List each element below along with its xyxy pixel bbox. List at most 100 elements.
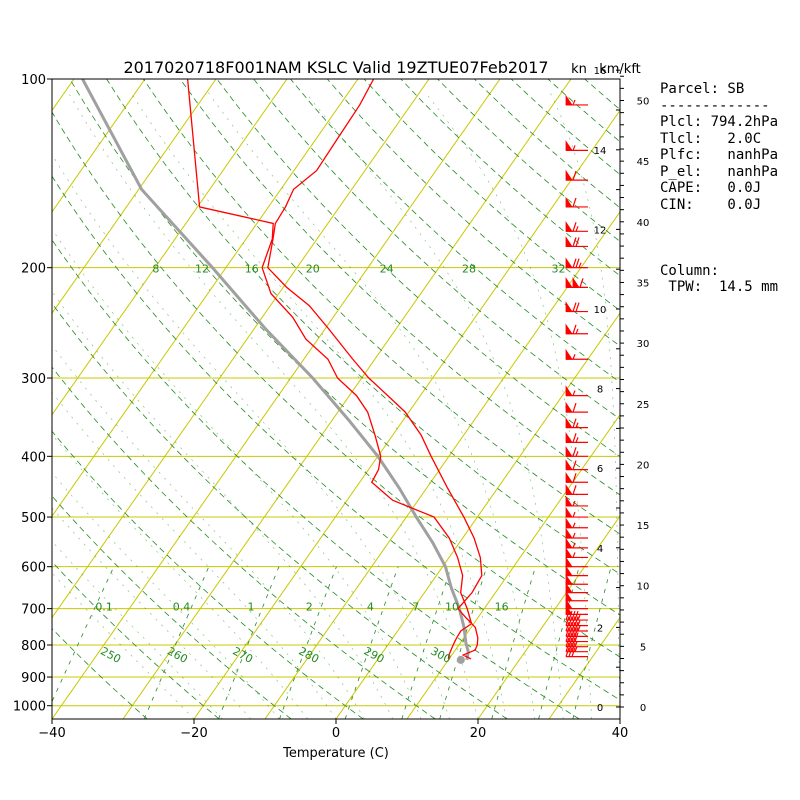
- wind-barb-flag: [574, 610, 579, 621]
- wind-barb-pennant: [565, 196, 573, 208]
- wind-barb-flag: [565, 610, 570, 621]
- dewpoint-trace-line: [186, 79, 473, 660]
- wind-barb: [565, 459, 588, 471]
- wind-barb-half-flag: [572, 99, 576, 106]
- wind-barb-half-flag: [572, 390, 576, 396]
- mixing-ratio-line: [143, 566, 210, 719]
- x-axis-label: Temperature (C): [282, 746, 389, 761]
- wind-barb-flag: [568, 621, 573, 632]
- wind-barb-flag: [565, 632, 570, 642]
- pressure-tick-label: 600: [21, 561, 46, 576]
- wind-barb: [565, 323, 588, 335]
- wind-barb-flag: [568, 610, 573, 621]
- parcel-info-line: Plcl: 794.2hPa: [660, 114, 779, 130]
- mixing-ratio-label: 32: [551, 263, 565, 276]
- wind-barb: [565, 236, 588, 248]
- mixing-ratio-line: [572, 566, 612, 719]
- mixing-ratio-label: 8: [152, 263, 159, 276]
- wind-barb-flag: [572, 222, 577, 232]
- isotherm-line: [52, 79, 359, 518]
- wind-barb-half-flag: [574, 646, 578, 652]
- wind-barb-half-flag: [575, 437, 579, 443]
- wind-barb: [565, 632, 588, 643]
- parcel-info-line: P_el: nanhPa: [660, 163, 779, 180]
- kft-tick-label: 5: [640, 642, 646, 653]
- mixing-ratio-label: 28: [462, 263, 476, 276]
- dry-adiabat-line: [52, 175, 620, 701]
- wind-barb: [565, 196, 588, 208]
- pressure-tick-label: 500: [21, 511, 46, 526]
- wind-barb-flag: [571, 616, 576, 626]
- parcel-info-line: Parcel: SB: [660, 81, 745, 97]
- kft-tick-label: 0: [640, 703, 646, 714]
- x-tick-label: 0: [332, 726, 340, 741]
- moist-adiabat-line: [130, 92, 507, 719]
- mixing-ratio-line: [491, 566, 536, 719]
- mixing-ratio-label: 1: [248, 601, 255, 614]
- moist-adiabat-line: [549, 92, 620, 719]
- mixing-ratio-label: 7: [412, 601, 419, 614]
- kft-tick-label: 20: [637, 460, 650, 471]
- parcel-info-line: CAPE: 0.0J: [660, 180, 762, 196]
- wind-barb: [565, 432, 588, 443]
- wind-barb-pennant: [565, 484, 573, 495]
- km-tick-label: 12: [594, 225, 607, 236]
- kft-tick-label: 25: [637, 400, 650, 411]
- wind-barb-flag: [572, 447, 577, 457]
- wind-barb: [565, 257, 588, 269]
- wind-barb-pennant: [565, 459, 573, 471]
- wind-barb-flag: [565, 627, 570, 637]
- wind-barb: [565, 169, 588, 181]
- wind-barb: [565, 527, 588, 539]
- x-tick-label: −40: [38, 726, 65, 741]
- wind-barb-flag: [572, 302, 577, 312]
- moist-adiabat-line: [52, 434, 308, 719]
- wind-barb-pennant: [565, 598, 573, 610]
- wind-barb-pennant: [565, 565, 573, 577]
- wind-barb: [565, 417, 588, 429]
- wind-barb-half-flag: [572, 511, 576, 518]
- wind-barb-flag: [574, 627, 579, 637]
- mixing-ratio-line: [401, 566, 452, 719]
- wind-barb-half-flag: [572, 354, 576, 360]
- wind-barb-pennant: [565, 169, 573, 181]
- pressure-tick-label: 900: [21, 671, 46, 686]
- pressure-tick-label: 300: [21, 372, 46, 387]
- wind-barb: [565, 484, 588, 495]
- mixing-ratio-label: 16: [245, 263, 259, 276]
- wind-barb-flag: [565, 647, 570, 657]
- parcel-info-line: [660, 213, 778, 230]
- pressure-tick-label: 400: [21, 450, 46, 465]
- parcel-info-line: [660, 230, 778, 247]
- wind-barb-pennant: [565, 547, 573, 558]
- dry-adiabat-line: [106, 79, 620, 575]
- wind-barb-flag: [568, 642, 573, 652]
- mixing-ratio-line: [218, 566, 280, 719]
- wind-barb-pennant: [565, 506, 573, 518]
- wind-barb-pennant: [565, 590, 573, 602]
- mixing-ratio-line: [439, 566, 488, 719]
- wind-barb-pennant: [565, 417, 573, 429]
- wind-barb: [565, 647, 588, 658]
- wind-barb-half-flag: [572, 500, 576, 507]
- wind-barb: [565, 446, 588, 457]
- pressure-tick-label: 800: [21, 639, 46, 654]
- wind-barb-flag: [572, 197, 577, 208]
- wind-barb: [565, 506, 588, 518]
- wind-barb-half-flag: [572, 145, 576, 151]
- wind-barb-pennant: [565, 348, 573, 360]
- wind-barb-pennant: [565, 471, 573, 483]
- pressure-tick-label: 1000: [13, 700, 46, 715]
- kft-tick-label: 35: [637, 278, 650, 289]
- dry-adiabat-line: [52, 627, 148, 719]
- isotherm-line: [122, 79, 572, 719]
- moist-adiabat-line: [52, 228, 422, 719]
- kft-tick-label: 30: [637, 339, 650, 350]
- wind-barb-flag: [568, 616, 573, 626]
- surface-parcel-marker: [456, 655, 465, 664]
- wind-units-label: kn: [571, 62, 587, 77]
- parcel-info-panel: Parcel: SB ------------- Plcl: 794.2hPa Tlc…: [660, 81, 778, 296]
- wind-barb-flag: [571, 627, 576, 637]
- mixing-ratio-line: [538, 566, 580, 719]
